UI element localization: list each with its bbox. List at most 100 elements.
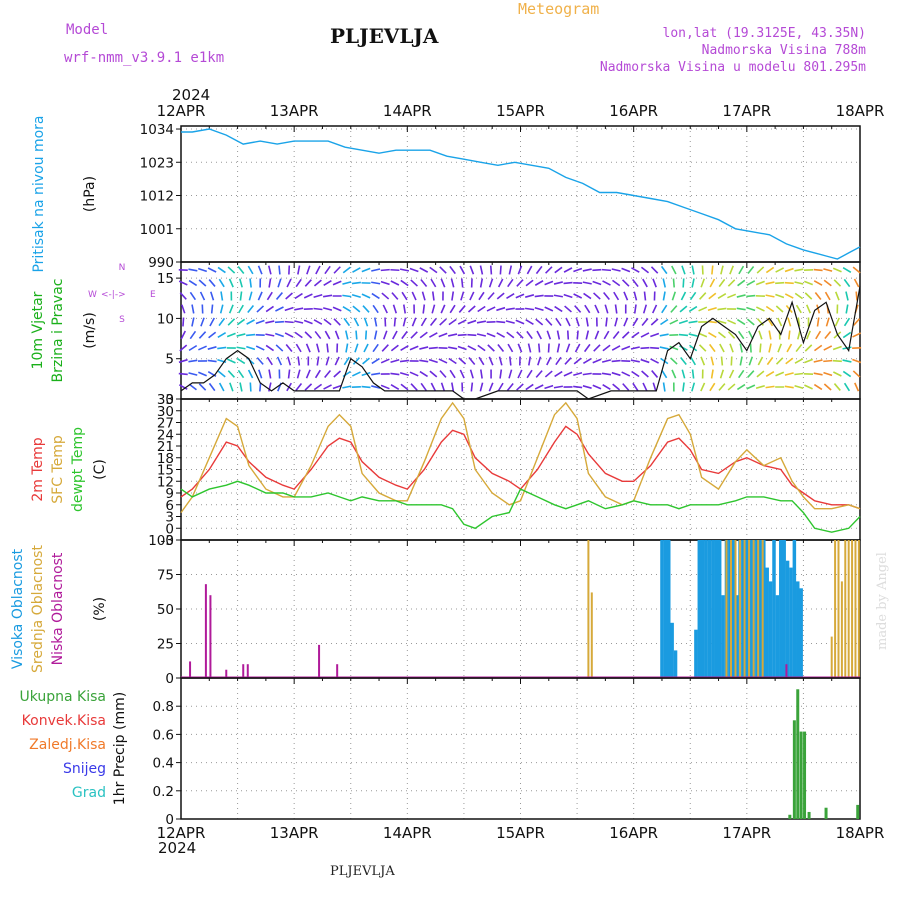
wind-arrow xyxy=(479,265,484,275)
wind-arrow xyxy=(729,265,734,275)
y-axis-label: 2m Temp xyxy=(30,437,46,501)
wind-arrow xyxy=(642,382,648,392)
wind-arrow xyxy=(746,384,756,390)
wind-arrow xyxy=(582,281,592,285)
wind-arrow xyxy=(419,331,428,339)
wind-arrow xyxy=(563,267,573,273)
wind-arrow xyxy=(546,330,552,340)
wind-arrow xyxy=(651,370,659,378)
wind-arrow xyxy=(516,331,524,339)
wind-arrow xyxy=(361,371,371,377)
wind-arrow xyxy=(228,304,234,314)
wind-arrow xyxy=(381,292,390,300)
wind-arrow xyxy=(420,382,427,392)
wind-arrow xyxy=(457,319,467,325)
wind-arrow xyxy=(671,291,677,301)
wind-arrow xyxy=(498,356,503,366)
wind-arrow xyxy=(582,385,592,389)
wind-arrow xyxy=(188,372,198,376)
y-tick-label: 25 xyxy=(157,637,174,653)
wind-arrow xyxy=(429,332,438,338)
wind-arrow xyxy=(227,266,236,274)
wind-arrow xyxy=(332,384,342,390)
wind-arrow xyxy=(524,307,535,311)
wind-arrow xyxy=(419,370,428,378)
wind-arrow xyxy=(227,318,236,326)
wind-arrow xyxy=(191,304,195,314)
panel-0: 990 1001 1012 1023 1034 Pritisak na nivou mor… xyxy=(31,115,861,273)
wind-arrow xyxy=(765,266,775,274)
wind-arrow xyxy=(795,304,802,314)
wind-arrow xyxy=(226,332,236,338)
wind-arrow xyxy=(765,385,775,389)
wind-arrow xyxy=(400,345,409,351)
precip-legend-item: Konvek.Kisa xyxy=(22,713,106,729)
wind-arrow xyxy=(508,369,513,379)
wind-arrow xyxy=(525,383,534,391)
wind-arrow xyxy=(832,371,842,377)
wind-arrow xyxy=(257,265,263,275)
wind-arrow xyxy=(621,371,631,377)
wind-arrow xyxy=(458,357,467,365)
wind-arrow xyxy=(768,343,772,353)
wind-arrow xyxy=(601,372,612,376)
y-tick-label: 15 xyxy=(157,271,174,287)
wind-arrow xyxy=(823,371,833,377)
wind-arrow xyxy=(699,292,707,300)
wind-arrow xyxy=(371,385,381,389)
wind-arrow xyxy=(440,382,446,392)
wind-arrow xyxy=(228,278,234,288)
date-tick-label-bottom: 15APR xyxy=(496,824,545,842)
wind-arrow xyxy=(217,332,227,338)
bar-1 xyxy=(757,540,760,678)
bar-0 xyxy=(785,560,790,678)
wind-arrow xyxy=(488,382,494,392)
wind-arrow xyxy=(720,265,724,275)
wind-arrow xyxy=(545,266,553,274)
wind-arrow xyxy=(554,305,563,313)
bar-0 xyxy=(741,540,746,678)
wind-arrow xyxy=(765,370,775,378)
wind-arrow xyxy=(845,304,849,314)
wind-arrow xyxy=(643,291,647,301)
wind-arrow xyxy=(832,267,842,273)
wind-arrow xyxy=(611,268,621,272)
wind-arrow xyxy=(814,344,823,352)
y-tick-label: 33 xyxy=(157,392,174,408)
bar-0 xyxy=(772,540,776,678)
date-tick-label-top: 15APR xyxy=(496,102,545,120)
wind-arrow xyxy=(517,369,523,379)
wind-arrow xyxy=(670,305,678,313)
wind-arrow xyxy=(527,343,532,353)
wind-arrow xyxy=(681,265,686,275)
wind-arrow xyxy=(842,370,852,378)
wind-arrow xyxy=(469,265,475,275)
wind-arrow xyxy=(333,266,341,274)
wind-arrow xyxy=(574,305,582,313)
wind-arrow xyxy=(621,279,630,287)
bar-1 xyxy=(851,540,854,678)
wind-arrow xyxy=(459,369,465,379)
wind-arrow xyxy=(256,357,264,365)
wind-arrow xyxy=(188,279,198,287)
wind-arrow xyxy=(496,292,505,300)
wind-arrow xyxy=(707,307,717,311)
wind-arrow xyxy=(353,317,360,327)
wind-arrow xyxy=(429,370,438,378)
wind-arrow xyxy=(451,291,455,301)
wind-arrow xyxy=(372,304,379,314)
wind-arrow xyxy=(525,294,535,298)
wind-arrow xyxy=(268,278,272,288)
wind-arrow xyxy=(747,265,755,275)
wind-arrow xyxy=(784,385,794,389)
bar-1 xyxy=(834,540,837,678)
bar-1 xyxy=(743,540,746,678)
wind-arrow xyxy=(400,383,409,391)
wind-arrow xyxy=(727,319,736,325)
wind-arrow xyxy=(659,333,669,337)
wind-arrow xyxy=(661,304,668,314)
wind-arrow xyxy=(208,279,216,287)
wind-arrow xyxy=(429,317,437,327)
wind-arrow xyxy=(246,333,256,337)
wind-arrow xyxy=(507,343,514,353)
